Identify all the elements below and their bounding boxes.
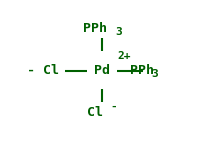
Text: PPh: PPh [130,64,154,77]
Text: Cl: Cl [87,106,104,119]
Text: PPh: PPh [84,22,107,35]
Text: - Cl: - Cl [27,64,59,77]
Text: 2+: 2+ [117,51,131,61]
Text: -: - [110,102,117,112]
Text: 3: 3 [152,69,159,79]
Text: 3: 3 [115,27,122,37]
Text: Pd: Pd [94,64,110,77]
